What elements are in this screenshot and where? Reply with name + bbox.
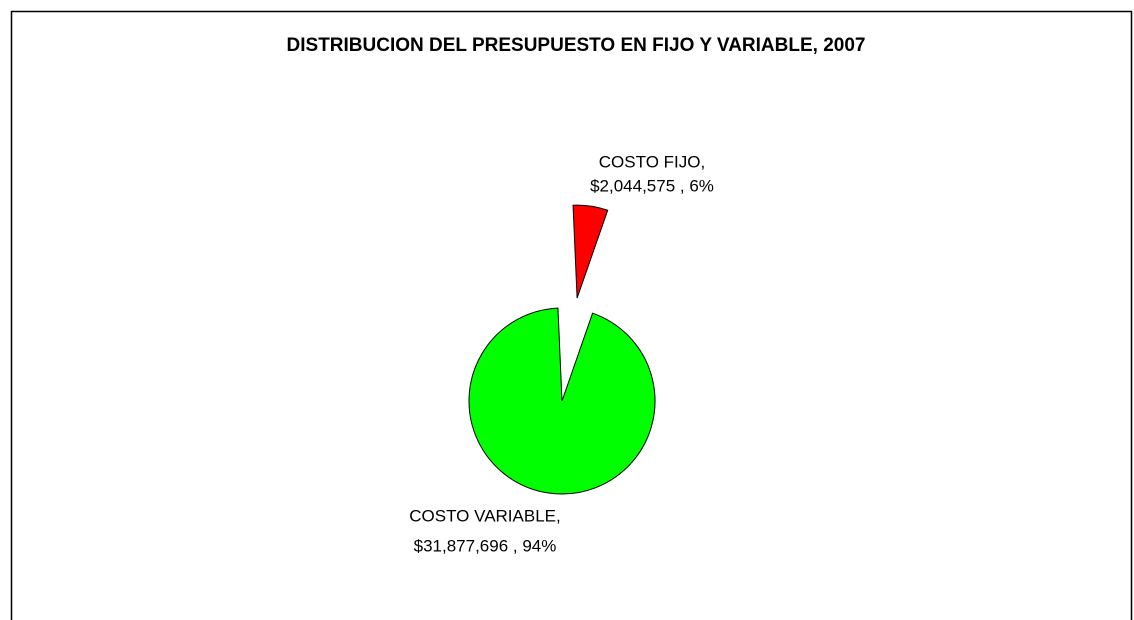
data-label: COSTO FIJO,	[599, 152, 705, 171]
data-label: $2,044,575 , 6%	[590, 176, 714, 195]
data-label: COSTO VARIABLE,	[409, 506, 560, 525]
pie-slice	[468, 307, 656, 495]
data-label: $31,877,696 , 94%	[414, 536, 557, 555]
chart-border	[10, 10, 1133, 620]
chart-title: DISTRIBUCION DEL PRESUPUESTO EN FIJO Y V…	[287, 35, 866, 56]
pie-slice	[572, 204, 609, 299]
